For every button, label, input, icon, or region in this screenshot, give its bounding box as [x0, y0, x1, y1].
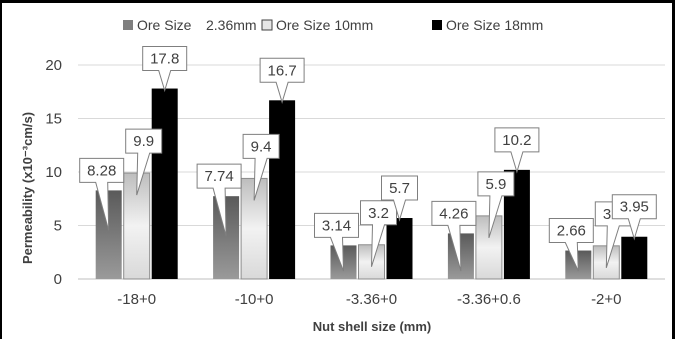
data-label-box	[431, 200, 477, 272]
legend-swatch	[432, 20, 442, 30]
x-tick-label: -18+0	[117, 291, 156, 308]
data-label-box	[477, 171, 515, 239]
data-label-box	[79, 157, 125, 231]
data-label: 3.2	[368, 205, 389, 222]
legend-swatch	[123, 20, 133, 30]
data-label: 8.28	[87, 162, 116, 179]
bar-ore-2-36mm	[95, 190, 122, 279]
data-label: 9.4	[251, 138, 272, 155]
legend-swatch	[261, 19, 273, 31]
data-label-box	[242, 133, 280, 201]
legend-label-extra: 2.36mm	[206, 17, 257, 33]
data-label: 16.7	[267, 62, 296, 79]
data-label-box	[196, 163, 242, 237]
data-label-box	[611, 194, 657, 241]
data-label: 9.9	[133, 133, 154, 150]
data-label: 17.8	[150, 51, 179, 68]
legend-label: Ore Size 18mm	[446, 17, 543, 33]
y-tick-label: 20	[45, 57, 62, 74]
y-axis-ticks: 0 5 10 15 20	[45, 57, 62, 288]
data-label-box	[125, 128, 163, 196]
bar-ore-2-36mm	[213, 196, 240, 279]
data-label: 5.9	[485, 176, 506, 193]
x-axis-ticks: -18+0 -10+0 -3.36+0 -3.36+0.6 -2+0	[117, 291, 621, 308]
data-label: 2.66	[557, 223, 586, 240]
data-label: 3.14	[322, 217, 351, 234]
data-label: 7.74	[204, 168, 233, 185]
legend-label: Ore Size	[137, 17, 192, 33]
data-label: 4.26	[439, 205, 468, 222]
x-tick-label: -3.36+0.6	[457, 291, 521, 308]
y-tick-label: 15	[45, 111, 62, 128]
bar-ore-18mm	[621, 236, 648, 279]
legend-label: Ore Size 10mm	[276, 17, 373, 33]
y-tick-label: 0	[54, 271, 62, 288]
data-label-box	[142, 46, 188, 93]
data-label-box	[314, 212, 359, 272]
bar-ore-10mm	[123, 172, 151, 280]
data-label-box	[548, 218, 594, 272]
data-label-box	[494, 127, 540, 174]
data-label-box	[259, 57, 305, 105]
data-label: 3.95	[620, 199, 649, 216]
x-tick-label: -3.36+0	[346, 291, 397, 308]
x-axis-title: Nut shell size (mm)	[313, 319, 431, 334]
x-tick-label: -10+0	[235, 291, 274, 308]
bar-ore-18mm	[386, 218, 413, 279]
y-axis-title: Permeability (x10⁻³cm/s)	[20, 112, 35, 264]
y-tick-label: 5	[54, 218, 62, 235]
data-label: 5.7	[389, 180, 410, 197]
bar-ore-18mm	[151, 88, 178, 279]
data-label: 10.2	[502, 132, 531, 149]
bar-ore-18mm	[269, 100, 296, 279]
y-tick-label: 10	[45, 164, 62, 181]
legend: Ore Size 2.36mm Ore Size 10mm Ore Size 18mm	[123, 17, 543, 33]
data-label-callouts: 8.28 9.9 17.8 7.74 9.4 16.7 3.14 3.25.7 4.26 5.9 1…	[79, 46, 657, 272]
x-tick-label: -2+0	[591, 291, 621, 308]
data-label-box	[381, 175, 418, 222]
